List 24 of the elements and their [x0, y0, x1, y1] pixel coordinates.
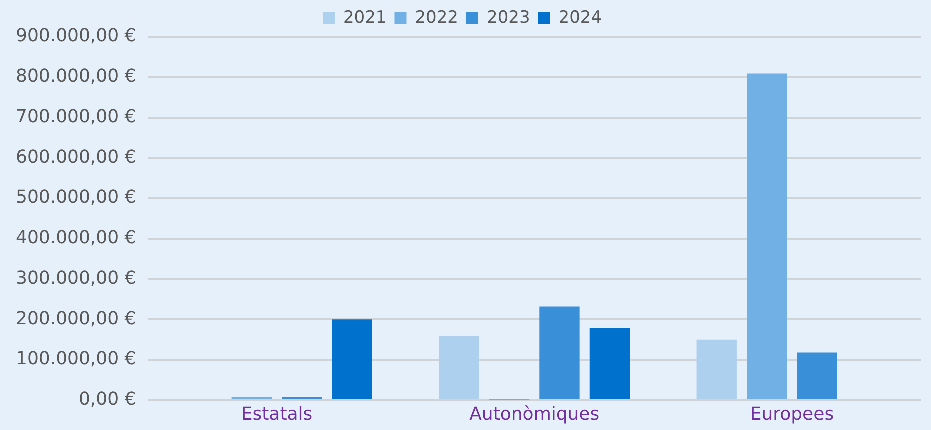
bar	[540, 306, 580, 400]
bar	[332, 320, 372, 400]
legend-label: 2024	[558, 8, 602, 28]
y-tick-label: 700.000,00 €	[16, 106, 136, 128]
bar	[797, 352, 838, 400]
bar	[696, 340, 737, 400]
y-tick-label: 900.000,00 €	[16, 26, 136, 47]
x-tick-label: Europees	[750, 404, 834, 425]
y-tick-label: 100.000,00 €	[16, 348, 136, 370]
bar	[439, 336, 480, 400]
legend-label: 2021	[343, 8, 387, 28]
x-tick-label: Estatals	[241, 404, 313, 425]
y-tick-label: 500.000,00 €	[16, 187, 136, 208]
x-tick-label: Autonòmiques	[470, 404, 600, 425]
y-tick-label: 200.000,00 €	[16, 308, 136, 330]
y-tick-label: 400.000,00 €	[16, 228, 136, 249]
y-tick-label: 600.000,00 €	[16, 146, 136, 168]
y-tick-label: 300.000,00 €	[16, 268, 136, 289]
legend-label: 2022	[415, 8, 458, 28]
bar	[590, 328, 630, 400]
bar	[747, 74, 788, 400]
legend-label: 2023	[487, 8, 530, 28]
y-tick-label: 800.000,00 €	[16, 66, 136, 88]
y-tick-label: 0,00 €	[78, 389, 136, 410]
